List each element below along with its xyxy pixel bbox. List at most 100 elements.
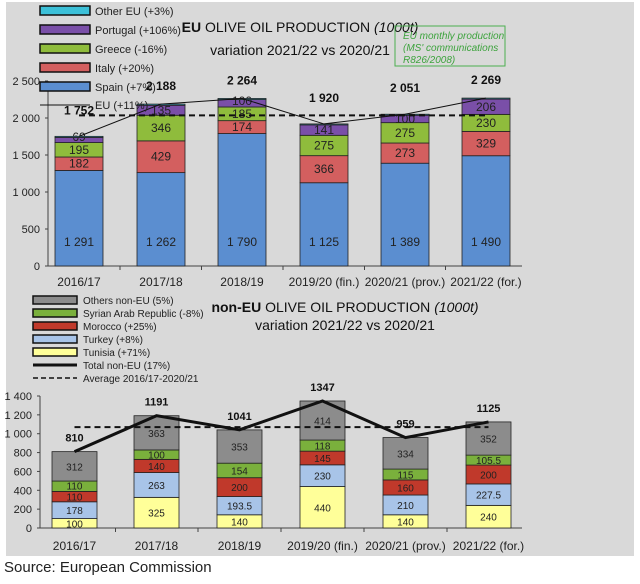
bar-segment bbox=[299, 155, 349, 184]
legend-label: Average 2016/17-2020/21 bbox=[83, 374, 199, 385]
bar-value-label: 200 bbox=[231, 483, 248, 494]
bar-value-label: 312 bbox=[66, 462, 83, 473]
bar-segment bbox=[136, 114, 186, 142]
bar-value-label: 100 bbox=[232, 94, 252, 108]
non-eu-chart: 0 200 400 600 800 1 000 1 200 1 400 100 178 110110… bbox=[4, 295, 524, 553]
total-value-label: 1347 bbox=[310, 382, 334, 394]
bar-value-label: 1 262 bbox=[146, 235, 176, 249]
bar-segment bbox=[51, 451, 98, 482]
bar-value-label: 275 bbox=[314, 138, 334, 152]
chart-title-bold: EU bbox=[182, 19, 201, 35]
chart-title-unit: (1000t) bbox=[374, 19, 418, 35]
legend-swatch bbox=[32, 334, 78, 344]
y-tick-label: 200 bbox=[14, 504, 32, 516]
category-label: 2020/21 (prov.) bbox=[365, 539, 446, 553]
legend-label: Tunisia (+71%) bbox=[83, 348, 150, 359]
bar-value-label: 118 bbox=[315, 442, 331, 453]
y-tick-label: 1 000 bbox=[12, 187, 40, 199]
bar-segment bbox=[54, 135, 104, 138]
bar-value-label: 140 bbox=[397, 517, 414, 528]
bar-value-label: 200 bbox=[480, 470, 497, 481]
legend-swatch bbox=[39, 62, 91, 73]
category-label: 2021/22 (for.) bbox=[450, 275, 521, 289]
bar-value-label: 105.5 bbox=[476, 456, 501, 467]
bar-value-label: 346 bbox=[151, 121, 171, 135]
bar-segment bbox=[136, 140, 186, 174]
bar-value-label: 352 bbox=[480, 435, 497, 446]
bar-segment bbox=[382, 437, 429, 470]
bar-value-label: 1 790 bbox=[227, 235, 257, 249]
bar-value-label: 273 bbox=[395, 146, 415, 160]
total-value-label: 1041 bbox=[227, 411, 251, 423]
category-label: 2018/19 bbox=[218, 539, 262, 553]
y-tick-label: 400 bbox=[14, 485, 32, 497]
bar-segment bbox=[380, 162, 430, 267]
bar-segment bbox=[461, 155, 511, 267]
chart-title: non-EU OLIVE OIL PRODUCTION (1000t) bbox=[211, 299, 478, 315]
category-label: 2020/21 (prov.) bbox=[365, 275, 446, 289]
total-value-label: 1125 bbox=[477, 403, 501, 415]
note-text: (MS' communications bbox=[403, 43, 498, 54]
bar-value-label: 174 bbox=[232, 120, 252, 134]
y-tick-label: 0 bbox=[34, 261, 40, 273]
bar-value-label: 141 bbox=[314, 123, 334, 137]
bar-segment bbox=[461, 130, 511, 157]
legend-label: Spain (+7%) bbox=[95, 82, 156, 94]
total-line bbox=[78, 97, 487, 137]
total-value-label: 2 188 bbox=[146, 79, 176, 93]
category-label: 2017/18 bbox=[139, 275, 183, 289]
y-tick-label: 1 400 bbox=[4, 391, 32, 403]
y-tick-label: 1 000 bbox=[4, 429, 32, 441]
legend-label: Morocco (+25%) bbox=[83, 322, 157, 333]
bar-value-label: 227.5 bbox=[476, 491, 501, 502]
bar-value-label: 263 bbox=[148, 481, 165, 492]
category-label: 2016/17 bbox=[53, 539, 97, 553]
bar-value-label: 440 bbox=[314, 503, 331, 514]
bar-value-label: 334 bbox=[397, 449, 414, 460]
bar-value-label: 275 bbox=[395, 126, 415, 140]
chart-title: EU OLIVE OIL PRODUCTION (1000t) bbox=[182, 19, 419, 35]
bar-value-label: 115 bbox=[398, 470, 414, 481]
bar-segment bbox=[133, 496, 180, 529]
bar-value-label: 325 bbox=[148, 509, 165, 520]
bar-segment bbox=[136, 172, 186, 267]
y-tick-label: 500 bbox=[22, 224, 40, 236]
category-label: 2018/19 bbox=[220, 275, 264, 289]
legend-swatch bbox=[32, 347, 78, 357]
chart-subtitle: variation 2021/22 vs 2020/21 bbox=[255, 317, 435, 333]
legend-label: Syrian Arab Republic (-8%) bbox=[83, 309, 204, 320]
bar-value-label: 1 291 bbox=[64, 235, 94, 249]
total-value-label: 2 264 bbox=[227, 73, 257, 87]
y-tick-label: 800 bbox=[14, 448, 32, 460]
legend-label: EU (+11%) bbox=[95, 100, 148, 112]
category-label: 2019/20 (fin.) bbox=[289, 275, 360, 289]
bar-value-label: 135 bbox=[151, 103, 171, 117]
legend-swatch bbox=[39, 24, 91, 35]
bar-value-label: 1 125 bbox=[309, 235, 339, 249]
legend-swatch bbox=[32, 308, 78, 318]
total-value-label: 1 920 bbox=[309, 91, 339, 105]
note-text: EU monthly production bbox=[403, 31, 505, 42]
bar-value-label: 100 bbox=[66, 519, 83, 530]
total-value-label: 959 bbox=[396, 419, 414, 431]
bar-value-label: 1 389 bbox=[390, 235, 420, 249]
bar-value-label: 195 bbox=[69, 143, 89, 157]
category-label: 2017/18 bbox=[135, 539, 179, 553]
bar-segment bbox=[54, 170, 104, 267]
legend-swatch bbox=[39, 5, 91, 16]
bar-value-label: 145 bbox=[314, 454, 331, 465]
y-tick-label: 1 500 bbox=[12, 150, 40, 162]
bar-value-label: 110 bbox=[67, 482, 83, 493]
bar-value-label: 110 bbox=[67, 493, 83, 504]
bar-value-label: 329 bbox=[476, 137, 496, 151]
bar-value-label: 414 bbox=[314, 417, 331, 428]
bar-value-label: 185 bbox=[232, 107, 252, 121]
chart-title-rest: OLIVE OIL PRODUCTION bbox=[261, 299, 434, 315]
bar-value-label: 140 bbox=[231, 517, 248, 528]
bar-value-label: 230 bbox=[476, 116, 496, 130]
bar-value-label: 154 bbox=[231, 466, 248, 477]
y-tick-label: 1 200 bbox=[4, 410, 32, 422]
bar-value-label: 366 bbox=[314, 162, 334, 176]
total-value-label: 1 752 bbox=[64, 103, 94, 117]
